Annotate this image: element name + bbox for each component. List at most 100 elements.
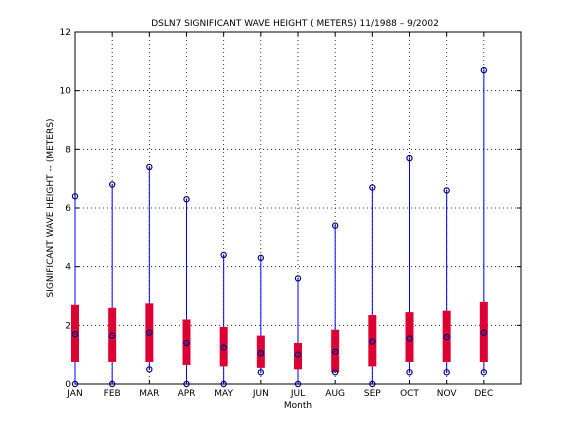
median-marker-dot — [408, 337, 411, 340]
min-marker-dot — [297, 383, 299, 385]
median-marker — [220, 344, 227, 351]
iqr-box — [219, 326, 228, 367]
iqr-box — [256, 335, 265, 368]
median-marker — [146, 329, 153, 336]
median-marker — [108, 332, 116, 339]
median-marker-dot — [111, 334, 113, 337]
y-tick-label: 6 — [65, 204, 71, 214]
min-marker-dot — [74, 383, 76, 385]
iqr-box — [71, 304, 79, 362]
min-marker-dot — [334, 371, 336, 373]
y-tick-label: 8 — [65, 145, 71, 155]
y-axis: 0 2 4 6 8 10 12 — [60, 28, 521, 390]
iqr-box — [368, 315, 377, 367]
max-marker-dot — [408, 157, 411, 159]
x-tick-label: JUN — [252, 389, 269, 399]
min-marker-dot — [408, 371, 411, 373]
min-marker-dot — [222, 383, 225, 385]
x-tick-label: MAR — [139, 389, 159, 399]
median-marker — [331, 348, 339, 355]
min-marker — [146, 366, 153, 373]
x-tick-label: APR — [178, 389, 196, 399]
max-marker-dot — [445, 189, 448, 192]
x-tick-label: JAN — [66, 389, 82, 399]
min-marker — [480, 369, 488, 376]
x-tick-label: DEC — [474, 389, 493, 399]
median-marker — [369, 338, 376, 345]
min-marker-dot — [445, 371, 448, 373]
min-marker — [183, 380, 190, 388]
min-marker-dot — [148, 368, 151, 371]
y-tick-label: 0 — [65, 380, 71, 390]
max-marker — [257, 254, 265, 262]
max-marker-dot — [483, 69, 485, 71]
y-axis-title: SIGNIFICANT WAVE HEIGHT -- (METERS) — [46, 119, 56, 298]
iqr-box — [405, 312, 414, 362]
max-marker — [331, 222, 339, 229]
max-marker-dot — [371, 186, 374, 189]
median-marker — [257, 350, 265, 357]
max-marker — [183, 195, 190, 203]
min-marker — [294, 380, 302, 388]
max-marker — [443, 187, 450, 194]
median-marker-dot — [297, 353, 299, 356]
iqr-box — [442, 310, 451, 362]
min-marker — [108, 380, 116, 388]
y-tick-label: 10 — [60, 87, 72, 97]
iqr-box — [108, 307, 117, 362]
max-marker — [480, 66, 488, 74]
median-marker-dot — [260, 352, 262, 354]
iqr-box — [331, 329, 340, 373]
max-marker-dot — [185, 198, 188, 200]
median-marker-dot — [148, 331, 151, 334]
iqr-box — [294, 342, 302, 370]
max-marker — [406, 154, 413, 162]
median-marker — [443, 333, 450, 341]
max-marker — [220, 251, 227, 259]
min-marker-dot — [111, 383, 113, 385]
max-marker — [71, 193, 79, 200]
median-marker — [406, 335, 413, 342]
max-marker — [108, 181, 116, 188]
chart-title: DSLN7 SIGNIFICANT WAVE HEIGHT ( METERS) … — [151, 19, 439, 29]
min-marker-dot — [483, 371, 485, 373]
max-marker — [146, 163, 153, 171]
x-axis: JAN FEB MAR APR MAY JUN JUL AUG SEP OCT NOV DEC — [66, 32, 493, 399]
median-marker-dot — [185, 342, 188, 344]
x-tick-label: SEP — [364, 389, 381, 399]
median-marker-dot — [371, 340, 374, 343]
median-marker-dot — [445, 336, 448, 338]
max-marker-dot — [297, 277, 299, 280]
x-tick-label: AUG — [325, 389, 345, 399]
y-tick-label: 12 — [60, 28, 71, 38]
x-tick-label: MAY — [214, 389, 233, 399]
median-marker-dot — [334, 351, 336, 353]
min-marker — [443, 369, 450, 376]
max-marker-dot — [222, 254, 225, 256]
iqr-box — [479, 301, 488, 362]
min-marker — [71, 380, 79, 388]
median-marker-dot — [222, 346, 225, 349]
x-tick-label: JUL — [290, 389, 305, 399]
y-tick-label: 2 — [65, 321, 71, 331]
max-marker-dot — [74, 195, 76, 197]
median-marker — [480, 329, 488, 336]
box-marks — [71, 66, 488, 388]
x-axis-title: Month — [284, 401, 312, 411]
min-marker-dot — [185, 383, 188, 385]
x-tick-label: NOV — [437, 389, 458, 399]
median-marker-dot — [74, 333, 76, 335]
max-marker-dot — [111, 183, 113, 186]
min-marker — [369, 380, 376, 388]
x-tick-label: FEB — [104, 389, 121, 399]
max-marker — [369, 184, 376, 191]
min-marker — [406, 369, 413, 376]
min-marker-dot — [260, 371, 262, 373]
iqr-box — [182, 319, 191, 365]
max-marker-dot — [260, 257, 262, 259]
x-tick-label: OCT — [400, 389, 419, 399]
max-marker-dot — [148, 166, 151, 168]
y-tick-label: 4 — [65, 263, 71, 273]
min-marker — [220, 380, 227, 388]
